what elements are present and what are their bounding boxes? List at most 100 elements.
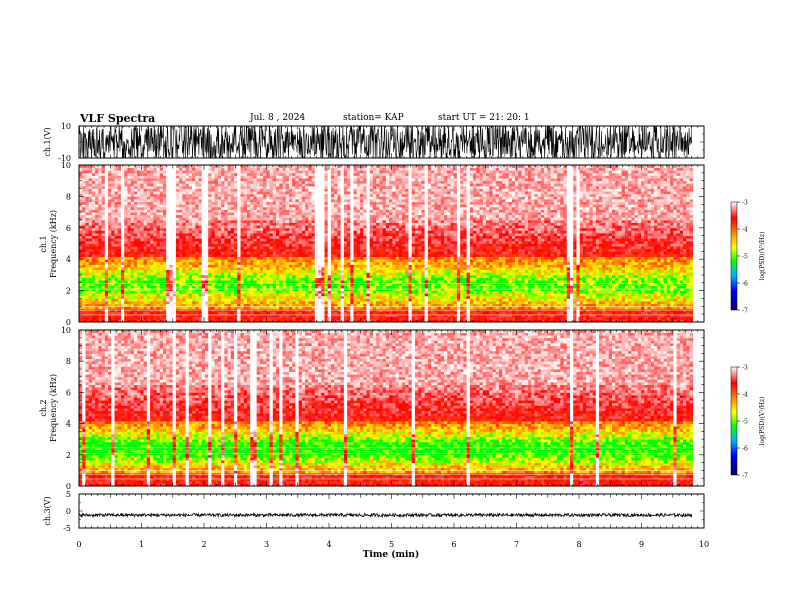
- spectrogram-cell: [102, 228, 106, 231]
- spectrogram-cell: [257, 244, 261, 247]
- spectrogram-cell: [118, 207, 122, 210]
- spectrogram-cell: [341, 215, 345, 218]
- spectrogram-cell: [325, 189, 329, 192]
- spectrogram-cell: [166, 317, 170, 320]
- spectrogram-cell: [140, 262, 144, 265]
- spectrogram-cell: [270, 291, 274, 294]
- spectrogram-cell: [140, 183, 144, 186]
- spectrogram-cell: [318, 293, 322, 296]
- spectrogram-cell: [118, 209, 122, 212]
- spectrogram-cell: [244, 317, 248, 320]
- spectrogram-cell: [134, 212, 138, 215]
- spectrogram-cell: [283, 254, 287, 257]
- spectrogram-cell: [211, 259, 215, 262]
- spectrogram-cell: [260, 298, 264, 301]
- spectrogram-cell: [263, 254, 267, 257]
- spectrogram-cell: [98, 254, 102, 257]
- spectrogram-cell: [169, 249, 173, 252]
- spectrogram-cell: [115, 175, 119, 178]
- spectrogram-cell: [182, 275, 186, 278]
- spectrogram-cell: [111, 173, 115, 176]
- spectrogram-cell: [231, 181, 235, 184]
- spectrogram-cell: [244, 278, 248, 281]
- spectrogram-cell: [160, 212, 164, 215]
- spectrogram-cell: [221, 246, 225, 249]
- spectrogram-cell: [289, 233, 293, 236]
- spectrogram-cell: [137, 296, 141, 299]
- spectrogram-cell: [302, 280, 306, 283]
- spectrogram-cell: [189, 249, 193, 252]
- spectrogram-cell: [334, 183, 338, 186]
- spectrogram-cell: [134, 278, 138, 281]
- spectrogram-cell: [334, 186, 338, 189]
- spectrogram-cell: [257, 186, 261, 189]
- spectrogram-cell: [124, 257, 128, 260]
- spectrogram-cell: [189, 196, 193, 199]
- spectrogram-cell: [237, 285, 241, 288]
- spectrogram-cell: [231, 209, 235, 212]
- spectrogram-cell: [108, 228, 112, 231]
- spectrogram-cell: [247, 183, 251, 186]
- spectrogram-cell: [312, 178, 316, 181]
- spectrogram-cell: [241, 301, 245, 304]
- spectrogram-cell: [305, 194, 309, 197]
- spectrogram-cell: [124, 238, 128, 241]
- spectrogram-cell: [89, 186, 93, 189]
- spectrogram-cell: [131, 293, 135, 296]
- spectrogram-cell: [163, 194, 167, 197]
- spectrogram-cell: [289, 215, 293, 218]
- spectrogram-cell: [250, 267, 254, 270]
- spectrogram-cell: [260, 306, 264, 309]
- spectrogram-cell: [211, 236, 215, 239]
- spectrogram-cell: [195, 264, 199, 267]
- spectrogram-cell: [163, 254, 167, 257]
- spectrogram-cell: [140, 298, 144, 301]
- spectrogram-cell: [124, 220, 128, 223]
- spectrogram-cell: [102, 296, 106, 299]
- spectrogram-cell: [253, 254, 257, 257]
- spectrogram-cell: [144, 212, 148, 215]
- spectrogram-cell: [237, 301, 241, 304]
- spectrogram-cell: [182, 233, 186, 236]
- vlf-figure: 10 -10 ch.1(V) 0246810 ch.1 Frequency (k…: [0, 0, 792, 612]
- spectrogram-cell: [241, 275, 245, 278]
- spectrogram-cell: [195, 209, 199, 212]
- spectrogram-cell: [124, 298, 128, 301]
- spectrogram-cell: [260, 238, 264, 241]
- spectrogram-cell: [179, 278, 183, 281]
- spectrogram-cell: [89, 301, 93, 304]
- spectrogram-cell: [228, 301, 232, 304]
- spectrogram-cell: [215, 254, 219, 257]
- spectrogram-cell: [202, 267, 206, 270]
- spectrogram-cell: [166, 220, 170, 223]
- spectrogram-cell: [308, 262, 312, 265]
- spectrogram-cell: [95, 212, 99, 215]
- spectrogram-cell: [127, 285, 131, 288]
- spectrogram-cell: [224, 251, 228, 254]
- spectrogram-cell: [147, 228, 151, 231]
- spectrogram-cell: [279, 199, 283, 202]
- spectrogram-cell: [121, 212, 125, 215]
- spectrogram-cell: [205, 251, 209, 254]
- spectrogram-cell: [244, 217, 248, 220]
- spectrogram-cell: [253, 249, 257, 252]
- spectrogram-cell: [140, 207, 144, 210]
- spectrogram-cell: [153, 257, 157, 260]
- spectrogram-cell: [341, 202, 345, 205]
- spectrogram-cell: [89, 204, 93, 207]
- spectrogram-cell: [137, 249, 141, 252]
- spectrogram-cell: [160, 259, 164, 262]
- spectrogram-cell: [85, 178, 89, 181]
- spectrogram-cell: [137, 233, 141, 236]
- spectrogram-cell: [253, 212, 257, 215]
- spectrogram-cell: [192, 223, 196, 226]
- spectrogram-cell: [286, 278, 290, 281]
- spectrogram-cell: [186, 238, 190, 241]
- spectrogram-cell: [89, 194, 93, 197]
- spectrogram-cell: [215, 314, 219, 317]
- spectrogram-cell: [221, 209, 225, 212]
- spectrogram-cell: [237, 244, 241, 247]
- spectrogram-cell: [153, 238, 157, 241]
- spectrogram-cell: [192, 215, 196, 218]
- spectrogram-cell: [166, 173, 170, 176]
